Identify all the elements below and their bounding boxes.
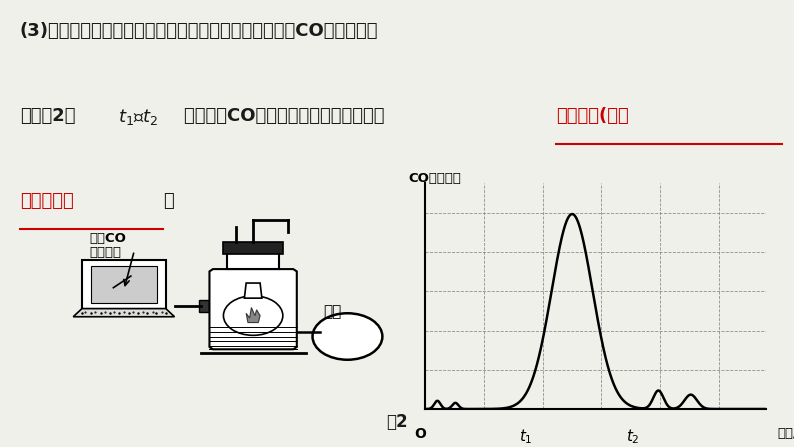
Text: 烧不充分）: 烧不充分） (20, 192, 74, 210)
Polygon shape (246, 308, 260, 323)
Polygon shape (91, 266, 157, 303)
Polygon shape (210, 269, 297, 349)
Text: 时间段内CO体积分数出现异常的原因是: 时间段内CO体积分数出现异常的原因是 (184, 107, 391, 125)
Text: CO体积分数: CO体积分数 (409, 173, 461, 186)
Text: $t_1$: $t_1$ (518, 427, 532, 446)
Text: $t_2$: $t_2$ (626, 427, 640, 446)
Circle shape (313, 313, 383, 360)
Text: 体积分数: 体积分数 (89, 246, 121, 259)
Text: 鼓气: 鼓气 (323, 304, 341, 319)
Text: 图2: 图2 (386, 413, 408, 431)
Polygon shape (73, 308, 175, 317)
Text: O: O (414, 427, 426, 442)
Polygon shape (82, 260, 166, 308)
Polygon shape (223, 242, 283, 254)
Circle shape (223, 296, 283, 335)
Text: 时间/s: 时间/s (777, 427, 794, 440)
Bar (199, 300, 211, 312)
Text: 化如图2，: 化如图2， (20, 107, 75, 125)
Text: $t_1$～$t_2$: $t_1$～$t_2$ (118, 107, 158, 127)
Polygon shape (245, 283, 262, 298)
Text: 测量CO: 测量CO (89, 232, 125, 245)
Text: (3)小组同学通过一定手段，测得焚烧垃圾产生的气体中CO体积分数变: (3)小组同学通过一定手段，测得焚烧垃圾产生的气体中CO体积分数变 (20, 22, 379, 40)
Text: 氧气不足(或燃: 氧气不足(或燃 (556, 107, 629, 125)
Text: 。: 。 (163, 192, 174, 210)
Polygon shape (227, 253, 279, 269)
